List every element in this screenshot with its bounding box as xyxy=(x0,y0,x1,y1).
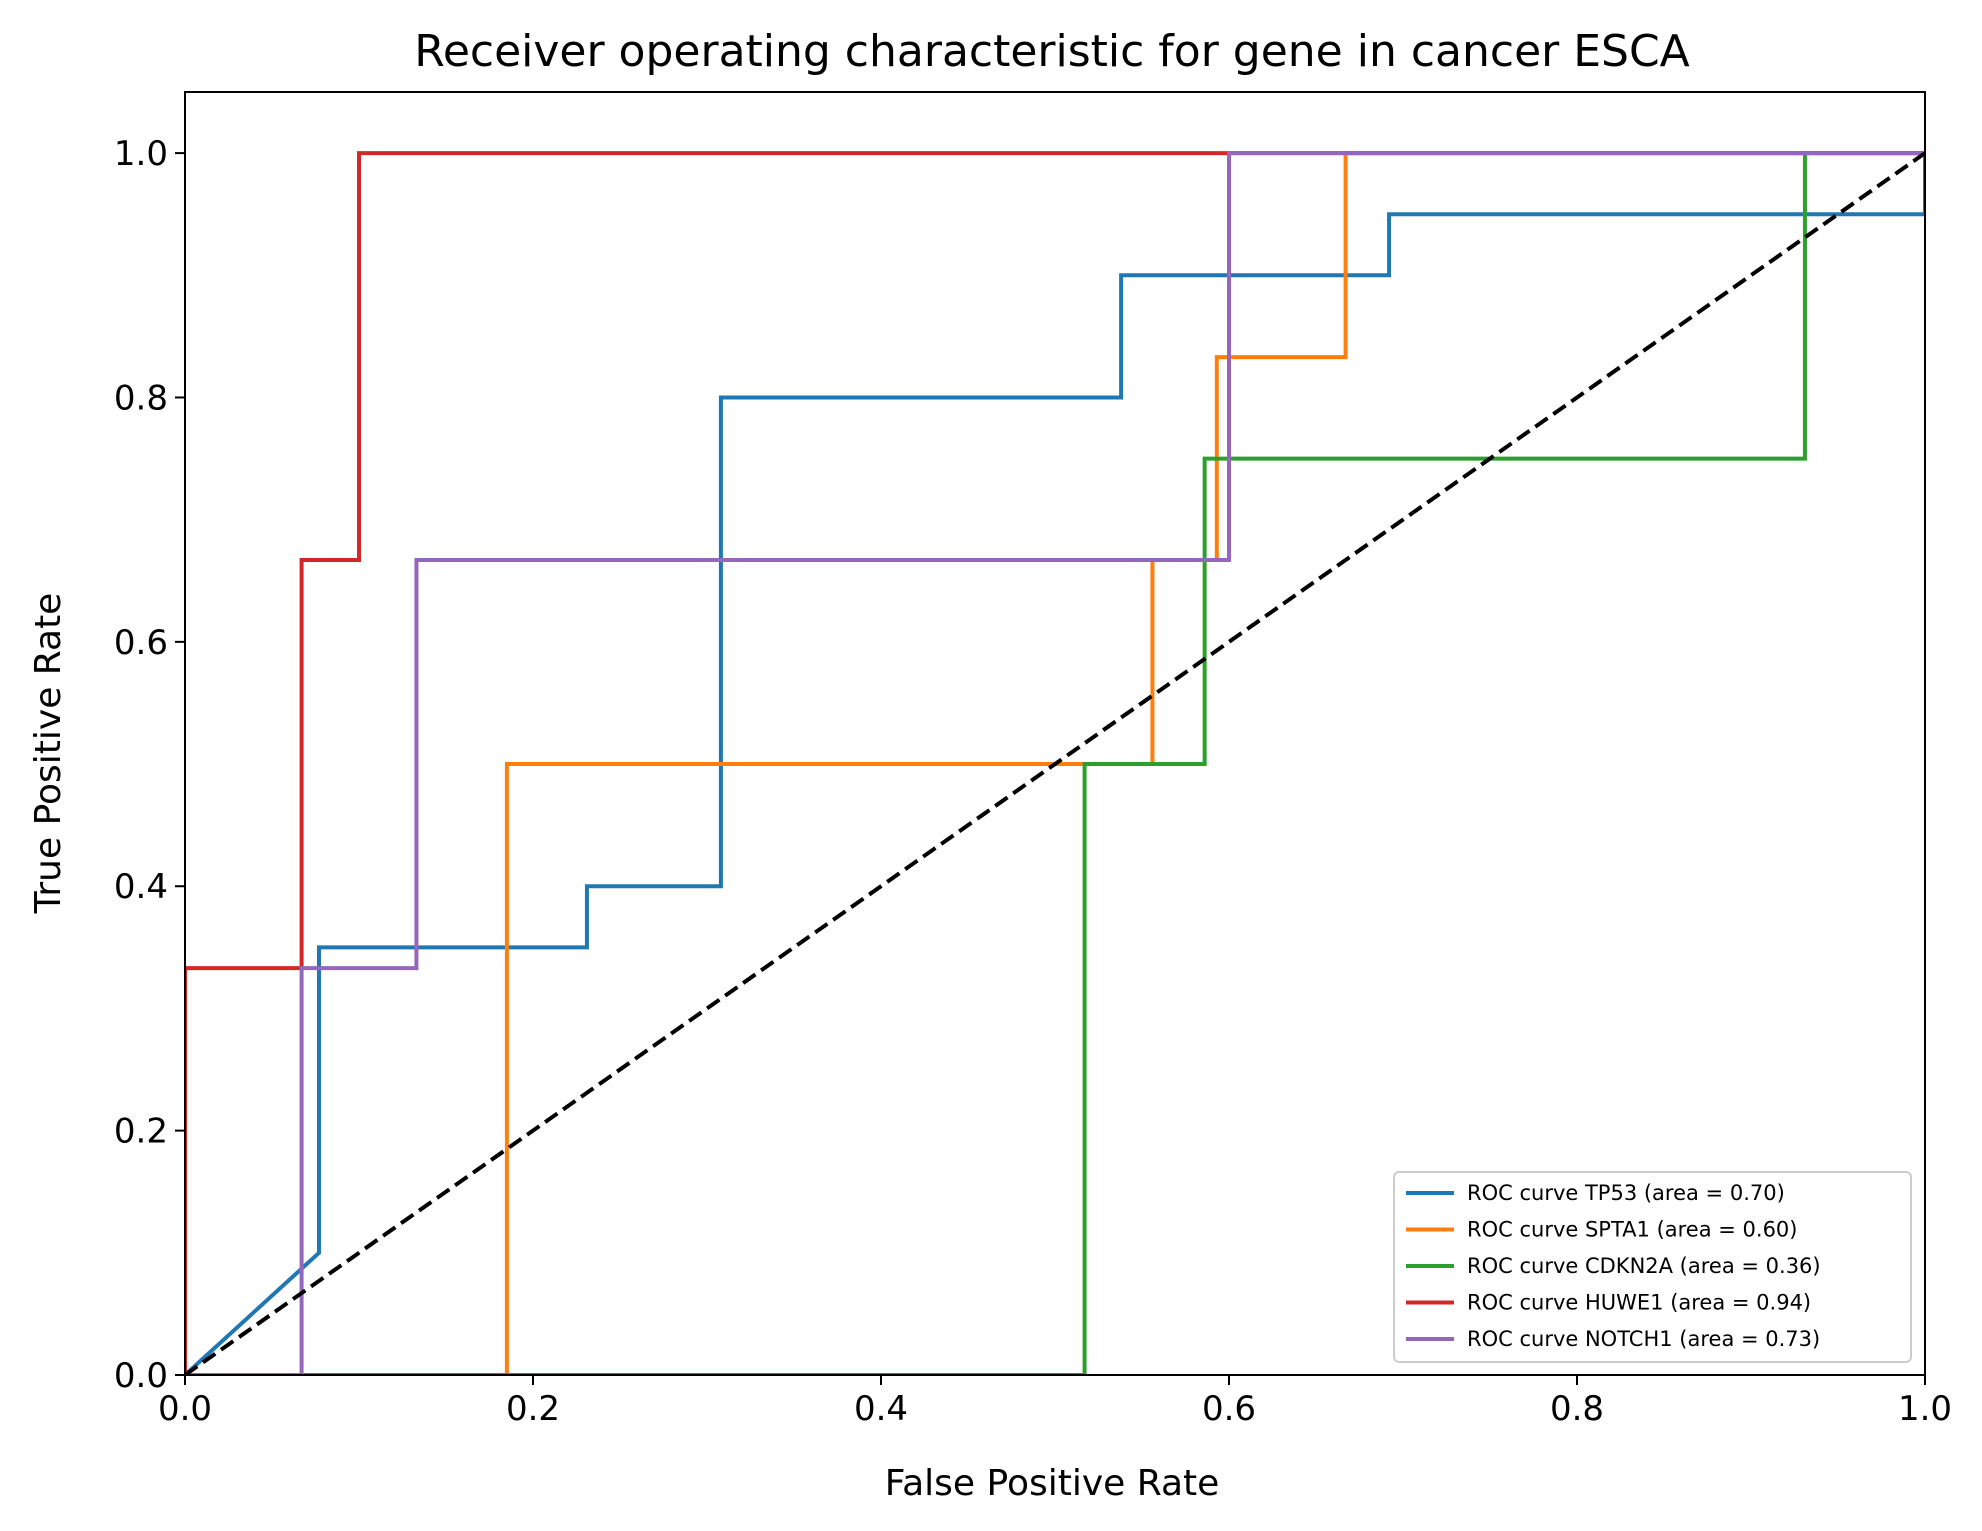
x-tick-label: 0.8 xyxy=(1550,1389,1604,1429)
x-axis-label: False Positive Rate xyxy=(885,1463,1220,1504)
x-tick-label: 0.4 xyxy=(854,1389,908,1429)
y-axis-label: True Positive Rate xyxy=(28,593,69,915)
roc-line-series-1 xyxy=(185,153,1925,1375)
legend-entry-label: ROC curve SPTA1 (area = 0.60) xyxy=(1467,1218,1797,1242)
legend-entry-label: ROC curve CDKN2A (area = 0.36) xyxy=(1467,1254,1821,1278)
roc-line-series-4 xyxy=(185,151,1925,1375)
series-lines xyxy=(185,151,1925,1375)
y-tick-label: 0.8 xyxy=(114,378,168,418)
x-tick-label: 0.0 xyxy=(158,1389,212,1429)
y-tick-label: 1.0 xyxy=(114,134,168,174)
x-tick-label: 0.2 xyxy=(506,1389,560,1429)
legend-entry-label: ROC curve NOTCH1 (area = 0.73) xyxy=(1467,1327,1820,1351)
legend-entry-label: ROC curve TP53 (area = 0.70) xyxy=(1467,1181,1785,1205)
y-tick-label: 0.6 xyxy=(114,623,168,663)
chance-diagonal-line xyxy=(185,151,1925,1375)
y-tick-label: 0.4 xyxy=(114,867,168,907)
roc-line-series-3 xyxy=(185,151,1925,1375)
x-axis: 0.0 0.2 0.4 0.6 0.8 1.0 xyxy=(158,1375,1952,1429)
legend-entry-label: ROC curve HUWE1 (area = 0.94) xyxy=(1467,1291,1811,1315)
y-tick-label: 0.2 xyxy=(114,1112,168,1152)
x-tick-label: 0.6 xyxy=(1202,1389,1256,1429)
plot-frame xyxy=(184,91,1926,1376)
legend-box xyxy=(1393,1171,1912,1363)
x-tick-label: 1.0 xyxy=(1898,1389,1952,1429)
legend: ROC curve TP53 (area = 0.70) ROC curve SP… xyxy=(1393,1171,1912,1363)
y-axis: 0.0 0.2 0.4 0.6 0.8 1.0 xyxy=(114,134,185,1396)
chart-title: Receiver operating characteristic for ge… xyxy=(414,26,1690,77)
plot-area xyxy=(184,91,1926,1376)
roc-line-series-5 xyxy=(185,151,1925,1375)
y-tick-label: 0.0 xyxy=(114,1356,168,1396)
